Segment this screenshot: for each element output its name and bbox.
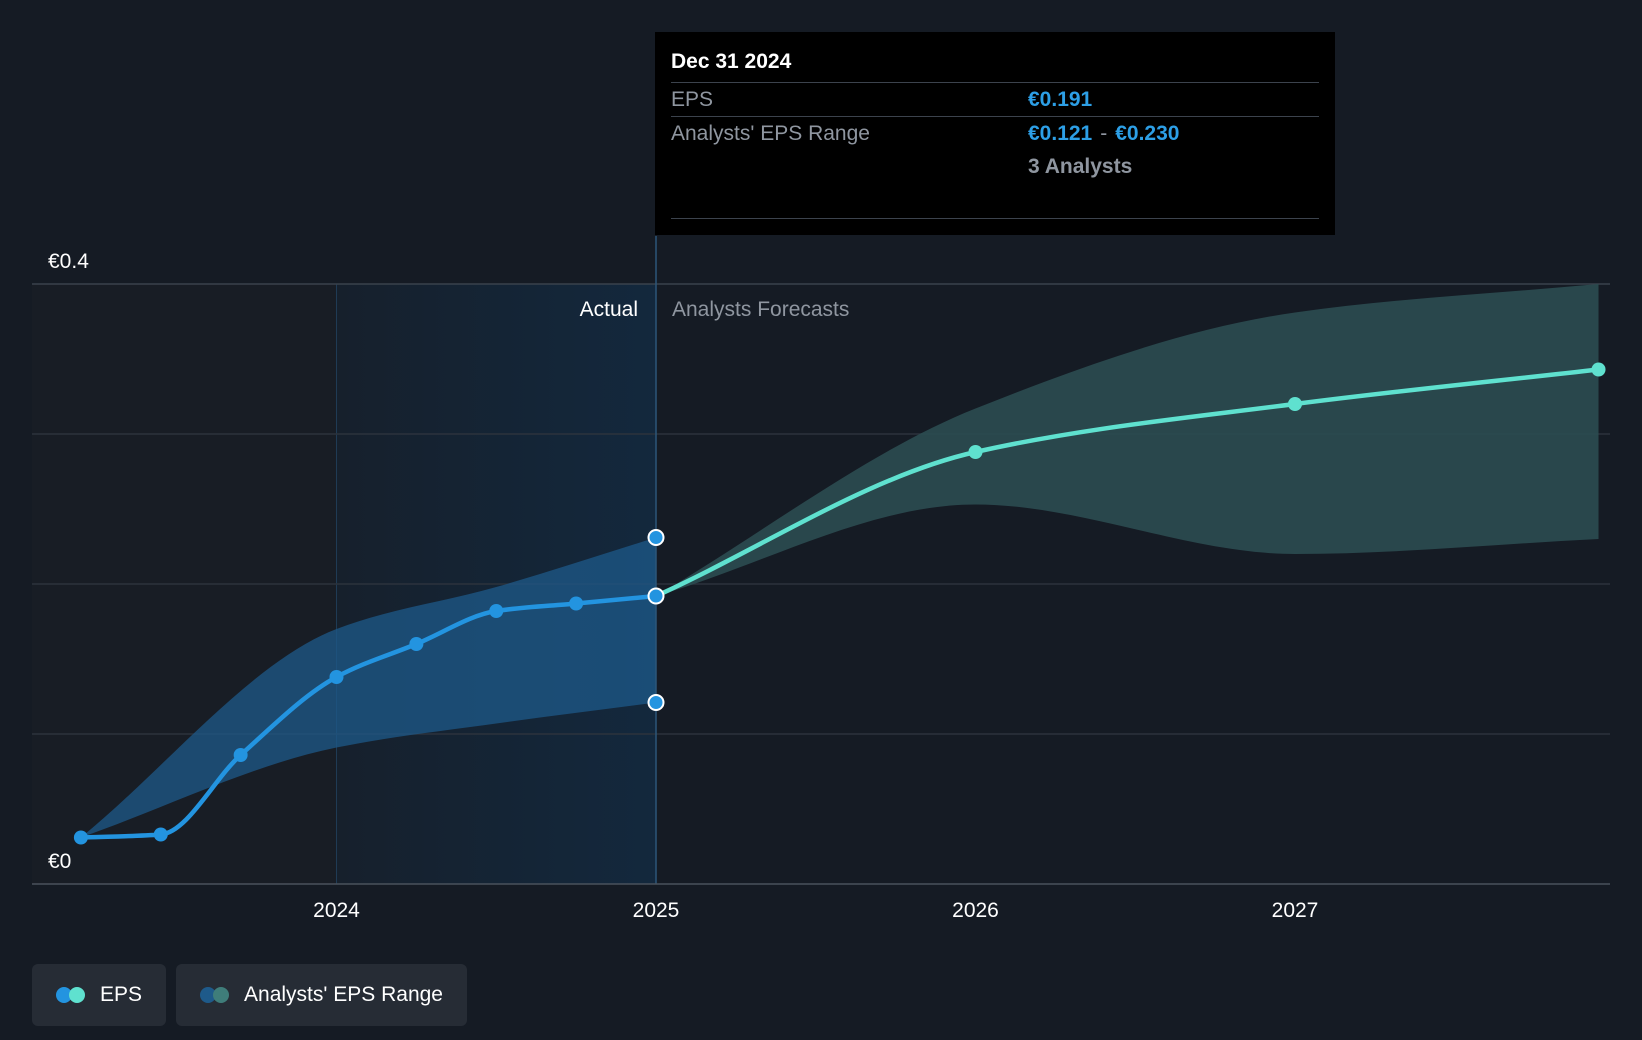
eps-data-point bbox=[1591, 362, 1606, 377]
eps-range-bands bbox=[80, 284, 1599, 838]
highlight-point bbox=[647, 587, 665, 605]
y-tick-label: €0 bbox=[48, 850, 71, 873]
actual-region-label: Actual bbox=[580, 298, 638, 321]
x-tick-label: 2025 bbox=[633, 899, 680, 922]
tooltip-range-value: €0.121- €0.230 bbox=[1028, 117, 1179, 150]
highlight-point bbox=[647, 694, 665, 711]
eps-lines bbox=[78, 367, 1601, 840]
two-dot-swatch-icon bbox=[56, 986, 86, 1004]
eps-data-point bbox=[329, 670, 344, 684]
tooltip-range-high: €0.230 bbox=[1115, 122, 1180, 145]
legend-eps-label: EPS bbox=[100, 983, 143, 1006]
two-dot-swatch-icon bbox=[200, 986, 230, 1004]
legend-eps-range-label: Analysts' EPS Range bbox=[244, 983, 443, 1006]
tooltip-eps-row: EPS €0.191 bbox=[671, 82, 1319, 116]
tooltip-analysts-count: 3 Analysts bbox=[1028, 155, 1133, 178]
legend: EPS Analysts' EPS Range bbox=[32, 964, 467, 1026]
x-tick-label: 2024 bbox=[313, 899, 360, 922]
legend-item-eps[interactable]: EPS bbox=[32, 964, 167, 1026]
eps-data-point bbox=[489, 604, 504, 618]
x-tick-label: 2026 bbox=[952, 899, 999, 922]
x-axis-ticks: 2024 2025 2026 2027 bbox=[313, 899, 1318, 922]
y-axis-ticks: €0.4 €0 bbox=[48, 250, 89, 873]
forecast-eps-line bbox=[653, 367, 1601, 599]
tooltip-range-row: Analysts' EPS Range €0.121- €0.230 bbox=[671, 116, 1319, 150]
forecast-eps-range-band bbox=[656, 284, 1599, 596]
tooltip-eps-label: EPS bbox=[671, 88, 714, 111]
legend-item-eps-range[interactable]: Analysts' EPS Range bbox=[176, 964, 467, 1026]
actual-eps-range-band bbox=[80, 537, 656, 838]
eps-data-point bbox=[73, 830, 88, 845]
tooltip-range-label: Analysts' EPS Range bbox=[671, 122, 870, 145]
eps-data-point bbox=[233, 748, 248, 762]
tooltip-range-low: €0.121 bbox=[1028, 122, 1093, 145]
tooltip-eps-value: €0.191 bbox=[1028, 88, 1093, 111]
tooltip: Dec 31 2024 EPS €0.191 Analysts' EPS Ran… bbox=[655, 32, 1335, 235]
eps-data-point bbox=[409, 637, 424, 651]
eps-points bbox=[73, 362, 1606, 845]
actual-eps-line bbox=[78, 593, 659, 840]
y-tick-label: €0.4 bbox=[48, 250, 89, 273]
eps-data-point bbox=[153, 827, 168, 842]
eps-data-point bbox=[1288, 397, 1302, 411]
highlight-point bbox=[647, 529, 665, 546]
tooltip-highlight-points bbox=[647, 529, 665, 711]
eps-data-point bbox=[968, 445, 983, 459]
eps-data-point bbox=[569, 596, 584, 611]
tooltip-date: Dec 31 2024 bbox=[671, 50, 792, 73]
tooltip-range-separator: - bbox=[1100, 122, 1108, 145]
x-tick-label: 2027 bbox=[1272, 899, 1319, 922]
forecast-region-label: Analysts Forecasts bbox=[672, 298, 849, 321]
tooltip-divider bbox=[671, 218, 1319, 219]
tooltip-analysts-row: 3 Analysts bbox=[671, 150, 1319, 183]
